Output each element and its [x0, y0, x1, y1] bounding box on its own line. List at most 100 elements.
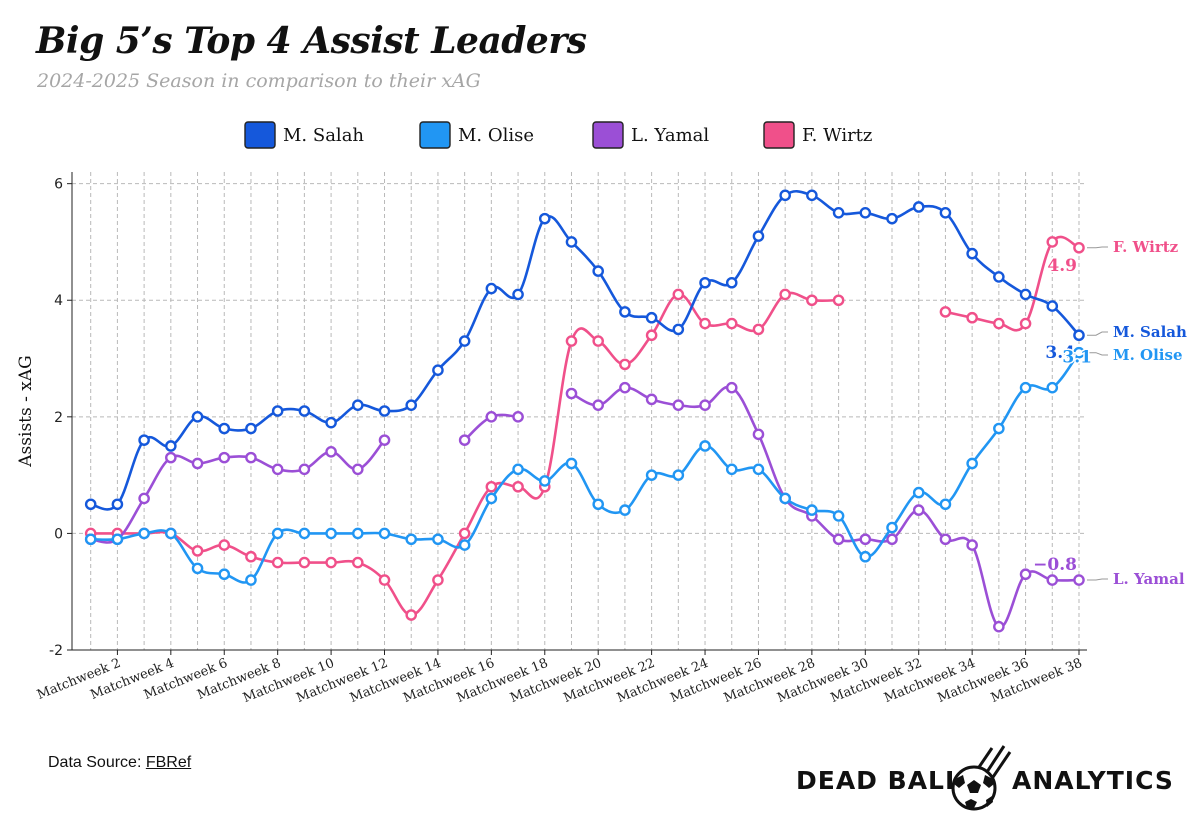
data-point: [325, 416, 337, 429]
data-point: [352, 463, 364, 476]
series-2: [84, 381, 1085, 633]
data-point: [725, 276, 738, 289]
data-point: [672, 469, 685, 481]
data-point: [699, 440, 711, 452]
data-point: [405, 533, 418, 546]
data-point: [245, 550, 257, 563]
brand-name-right: ANALYTICS: [1012, 766, 1174, 795]
data-point: [111, 498, 124, 511]
assist-line-chart: M. Salah M. Olise L. Yamal F. Wirtz -2 0 2 4 6 M…: [16, 121, 1187, 706]
data-point: [966, 247, 978, 260]
data-point: [378, 527, 391, 540]
data-point: [912, 486, 925, 499]
data-point: [538, 475, 551, 487]
y-tick-label: 2: [54, 410, 63, 426]
data-point: [619, 306, 631, 318]
data-point: [1019, 317, 1032, 330]
legend-label-2: L. Yamal: [631, 125, 709, 146]
brand-logo: DEAD BALL ANALYTICS: [796, 738, 1176, 828]
data-point: [1073, 574, 1085, 586]
data-point: [352, 556, 364, 569]
data-point: [191, 411, 204, 423]
chart-subtitle: 2024-2025 Season in comparison to their …: [37, 70, 481, 92]
y-axis-title: Assists - xAG: [16, 355, 36, 467]
data-point: [538, 212, 551, 225]
data-point: [565, 236, 578, 248]
series-line-0: [89, 189, 1081, 511]
series-line-3: [944, 235, 1081, 332]
data-point: [191, 457, 204, 470]
data-point: [832, 294, 845, 307]
legend-label-0: M. Salah: [283, 125, 364, 146]
final-value-label-0: 3.4: [1045, 343, 1075, 363]
data-point: [779, 189, 791, 202]
data-source-link[interactable]: FBRef: [145, 754, 192, 771]
data-point: [886, 533, 898, 546]
legend-label-3: F. Wirtz: [802, 125, 872, 146]
data-point: [859, 550, 872, 563]
data-point: [565, 457, 578, 470]
end-label-2: L. Yamal: [1113, 570, 1185, 588]
data-point: [725, 463, 738, 476]
data-point: [592, 498, 604, 511]
data-point: [699, 276, 711, 289]
soccer-ball-icon: [951, 745, 1012, 811]
data-point: [592, 265, 604, 277]
data-point: [645, 393, 658, 406]
data-point: [912, 201, 925, 213]
data-point: [1046, 300, 1059, 312]
series-line-2: [89, 438, 386, 544]
final-value-label-2: −0.8: [1033, 555, 1077, 575]
data-point: [138, 492, 150, 505]
end-label-1: M. Olise: [1113, 346, 1183, 364]
data-point: [325, 446, 337, 458]
data-point: [993, 271, 1005, 283]
data-point: [458, 527, 471, 540]
data-point: [832, 510, 845, 522]
data-point: [325, 527, 337, 540]
data-point: [1019, 568, 1032, 581]
data-point: [485, 411, 498, 423]
data-point: [84, 498, 97, 511]
data-point: [619, 358, 631, 371]
data-point: [432, 574, 444, 586]
data-source-label: Data Source:: [48, 754, 142, 771]
data-point: [752, 463, 765, 476]
data-point: [672, 399, 685, 411]
data-point: [912, 504, 925, 516]
data-point: [859, 207, 872, 219]
chart-end-labels: M. Salah 3.4 M. Olise 3.1 L. Yamal −0.8 F. Wir…: [1032, 238, 1187, 588]
data-point: [672, 288, 685, 301]
data-point: [271, 405, 284, 417]
data-point: [138, 527, 150, 540]
data-point: [271, 527, 284, 540]
end-label-connector-2: [1086, 578, 1108, 581]
end-label-connector-3: [1086, 246, 1108, 249]
data-point: [432, 364, 444, 376]
brand-name-left: DEAD BALL: [796, 766, 962, 795]
series-1: [84, 346, 1085, 586]
y-tick-label: 4: [54, 293, 63, 309]
data-point: [939, 533, 952, 546]
data-point: [939, 498, 952, 511]
legend-swatch-0: [244, 121, 276, 149]
data-point: [752, 323, 765, 336]
chart-title: Big 5’s Top 4 Assist Leaders: [36, 20, 587, 62]
data-point: [1019, 381, 1032, 394]
data-point: [1046, 574, 1059, 586]
series-3: [84, 235, 1085, 621]
data-point: [645, 469, 658, 481]
data-point: [191, 562, 204, 575]
data-point: [298, 463, 311, 476]
data-point: [165, 440, 177, 452]
data-point: [352, 399, 364, 411]
data-point: [458, 335, 471, 347]
data-point: [378, 434, 391, 446]
data-point: [699, 399, 711, 411]
data-point: [645, 329, 658, 342]
legend-swatch-2: [592, 121, 624, 149]
data-point: [298, 527, 311, 540]
data-point: [218, 422, 231, 435]
data-point: [352, 527, 364, 540]
